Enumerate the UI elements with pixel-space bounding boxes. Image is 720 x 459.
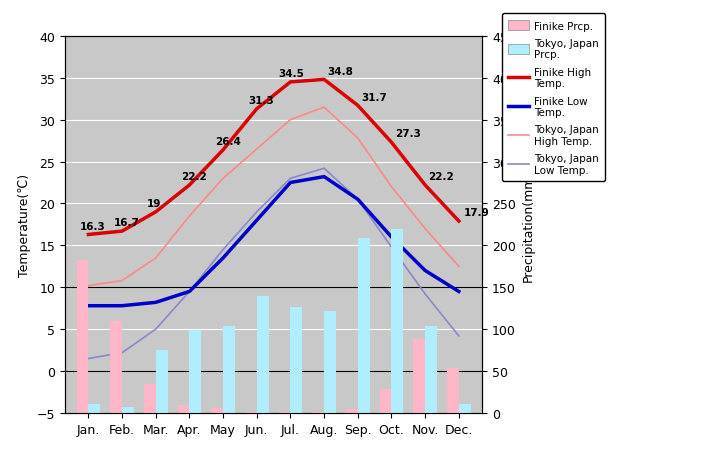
Bar bbox=[89, 404, 100, 413]
Text: 22.2: 22.2 bbox=[428, 172, 454, 182]
Bar bbox=[459, 404, 471, 413]
Bar bbox=[257, 296, 269, 413]
Y-axis label: Precipitation(mm): Precipitation(mm) bbox=[521, 169, 534, 281]
Bar bbox=[76, 260, 89, 413]
Text: 19: 19 bbox=[148, 199, 162, 208]
Bar bbox=[245, 412, 257, 413]
Bar bbox=[110, 321, 122, 413]
Text: 31.7: 31.7 bbox=[361, 92, 387, 102]
Bar bbox=[346, 409, 358, 413]
Bar bbox=[358, 238, 369, 413]
Bar bbox=[279, 412, 290, 413]
Text: 17.9: 17.9 bbox=[464, 208, 490, 218]
Bar bbox=[189, 330, 201, 413]
Bar bbox=[156, 350, 168, 413]
Text: 34.5: 34.5 bbox=[279, 69, 305, 79]
Bar bbox=[223, 326, 235, 413]
Text: 27.3: 27.3 bbox=[395, 129, 420, 139]
Y-axis label: Temperature(℃): Temperature(℃) bbox=[19, 174, 32, 276]
Bar bbox=[312, 412, 324, 413]
Text: 34.8: 34.8 bbox=[328, 67, 354, 76]
Text: 26.4: 26.4 bbox=[215, 137, 240, 146]
Bar bbox=[211, 408, 223, 413]
Bar bbox=[413, 340, 425, 413]
Bar bbox=[392, 229, 403, 413]
Bar bbox=[324, 311, 336, 413]
Text: 16.7: 16.7 bbox=[114, 218, 140, 228]
Bar bbox=[178, 405, 189, 413]
Text: 22.2: 22.2 bbox=[181, 172, 207, 182]
Text: 31.3: 31.3 bbox=[248, 95, 274, 106]
Bar bbox=[425, 326, 437, 413]
Bar bbox=[290, 307, 302, 413]
Bar bbox=[144, 384, 156, 413]
Text: 16.3: 16.3 bbox=[80, 221, 106, 231]
Legend: Finike Prcp., Tokyo, Japan
Prcp., Finike High
Temp., Finike Low
Temp., Tokyo, Ja: Finike Prcp., Tokyo, Japan Prcp., Finike… bbox=[502, 14, 606, 182]
Bar bbox=[122, 407, 134, 413]
Bar bbox=[447, 368, 459, 413]
Bar bbox=[379, 389, 392, 413]
